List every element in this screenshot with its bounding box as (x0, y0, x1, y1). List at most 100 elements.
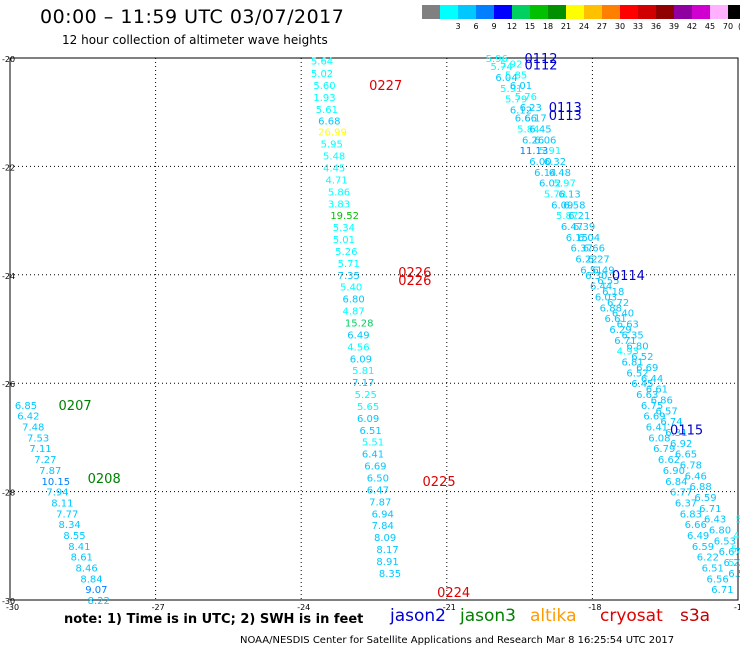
swh-value: 5.95 (321, 140, 343, 151)
legend-swatch (602, 5, 620, 19)
swh-value: 6.01 (510, 81, 532, 92)
swh-value: 6.66 (583, 244, 605, 255)
swh-value: 6.23 (520, 103, 542, 114)
swh-value: 6.40 (612, 309, 634, 320)
swh-value: 6.62 (658, 455, 680, 466)
swh-value: 6.18 (602, 287, 624, 298)
swh-value: 5.61 (316, 105, 338, 116)
swh-value: 26.99 (318, 128, 347, 139)
swh-points: 5.645.025.601.935.616.6826.995.955.484.4… (15, 54, 740, 607)
swh-value: 6.06 (534, 135, 556, 146)
swh-value: 6.04 (495, 73, 517, 84)
lon-tick-label: -24 (297, 603, 310, 612)
legend-label: 21 (560, 22, 572, 31)
map-border (9, 57, 739, 601)
swh-value: 6.09 (357, 414, 379, 425)
legend-swatch (638, 5, 656, 19)
swh-value: 5.26 (335, 247, 357, 258)
swh-value: 5.96 (486, 54, 508, 65)
swh-value: 6.26 (522, 135, 544, 146)
swh-value: 6.53 (714, 536, 736, 547)
swh-value: 6.52 (631, 352, 653, 363)
swh-value: 6.21 (568, 211, 590, 222)
legend-swatch (620, 5, 638, 19)
swh-value: 7.53 (27, 433, 49, 444)
pass-time-label: 0112 (524, 59, 557, 74)
swh-value: 7.94 (46, 488, 68, 499)
swh-value: 7.48 (22, 423, 44, 434)
swh-value: 6.80 (626, 341, 648, 352)
swh-value: 7.27 (34, 455, 56, 466)
legend-label: 30 (614, 22, 626, 31)
legend-swatch (674, 5, 692, 19)
pass-time-label: 0227 (369, 79, 402, 94)
legend-label: 39 (668, 22, 680, 31)
lon-tick-label: -15 (734, 603, 740, 612)
swh-value: 6.51 (580, 265, 602, 276)
swh-value: 6.49 (347, 330, 369, 341)
swh-value: 7.84 (372, 521, 394, 532)
swh-value: 6.22 (575, 255, 597, 266)
swh-value: 6.49 (592, 265, 614, 276)
swh-value: 8.17 (376, 545, 398, 556)
pass-time-label: 0207 (59, 399, 92, 414)
swh-value: 8.84 (80, 574, 102, 585)
satellite-label-altika: altika (530, 606, 577, 626)
swh-value: 6.66 (515, 114, 537, 125)
legend-label: 12 (506, 22, 518, 31)
lat-tick-label: -20 (2, 55, 15, 64)
swh-value: 6.51 (359, 426, 381, 437)
swh-value: 10.15 (42, 477, 71, 488)
credit-line: NOAA/NESDIS Center for Satellite Applica… (240, 635, 675, 646)
legend-label: 24 (578, 22, 590, 31)
swh-value: 5.01 (333, 235, 355, 246)
swh-value: 5.25 (355, 390, 377, 401)
swh-value: 5.84 (517, 124, 539, 135)
lat-tick-label: -24 (2, 272, 15, 281)
swh-value: 6.15 (566, 233, 588, 244)
swh-value: 6.04 (578, 233, 600, 244)
lat-tick-label: -30 (2, 597, 15, 606)
swh-value: 5.34 (333, 223, 355, 234)
swh-value: 19.52 (330, 211, 359, 222)
pass-time-label: 0113 (549, 101, 582, 116)
swh-value: 7.87 (39, 466, 61, 477)
swh-value: 5.87 (556, 211, 578, 222)
swh-value: 6.68 (318, 116, 340, 127)
swh-value: 11.13 (520, 146, 549, 157)
lon-tick-label: -21 (443, 603, 456, 612)
swh-value: 6.12 (510, 105, 532, 116)
legend-swatch (422, 5, 440, 19)
swh-value: 4.56 (347, 342, 369, 353)
swh-value: 5.51 (362, 438, 384, 449)
swh-value: 7.11 (29, 444, 51, 455)
swh-value: 6.83 (680, 509, 702, 520)
satellite-label-jason3: jason3 (460, 606, 516, 626)
swh-value: 6.39 (573, 222, 595, 233)
swh-value: 5.74 (490, 62, 512, 73)
swh-value: 5.02 (311, 69, 333, 80)
map-gridlines (10, 58, 738, 600)
swh-value: 8.61 (71, 553, 93, 564)
legend-swatch (584, 5, 602, 19)
swh-value: 7.35 (338, 271, 360, 282)
pass-time-label: 0226 (398, 266, 431, 281)
swh-value: 6.58 (728, 569, 740, 580)
swh-value: 5.91 (500, 84, 522, 95)
legend-swatch (710, 5, 728, 19)
swh-value: 6.41 (362, 450, 384, 461)
swh-value: 6.45 (529, 124, 551, 135)
swh-value: 8.46 (76, 563, 98, 574)
swh-value: 6.29 (723, 558, 740, 569)
swh-value: 6.32 (544, 157, 566, 168)
legend-swatch (512, 5, 530, 19)
swh-value: 6.30 (585, 271, 607, 282)
swh-value: 6.35 (622, 330, 644, 341)
swh-value: 6.90 (663, 466, 685, 477)
swh-value: 6.59 (694, 493, 716, 504)
swh-value: 6.80 (709, 526, 731, 537)
legend-label: 9 (491, 22, 497, 31)
legend-swatch (458, 5, 476, 19)
